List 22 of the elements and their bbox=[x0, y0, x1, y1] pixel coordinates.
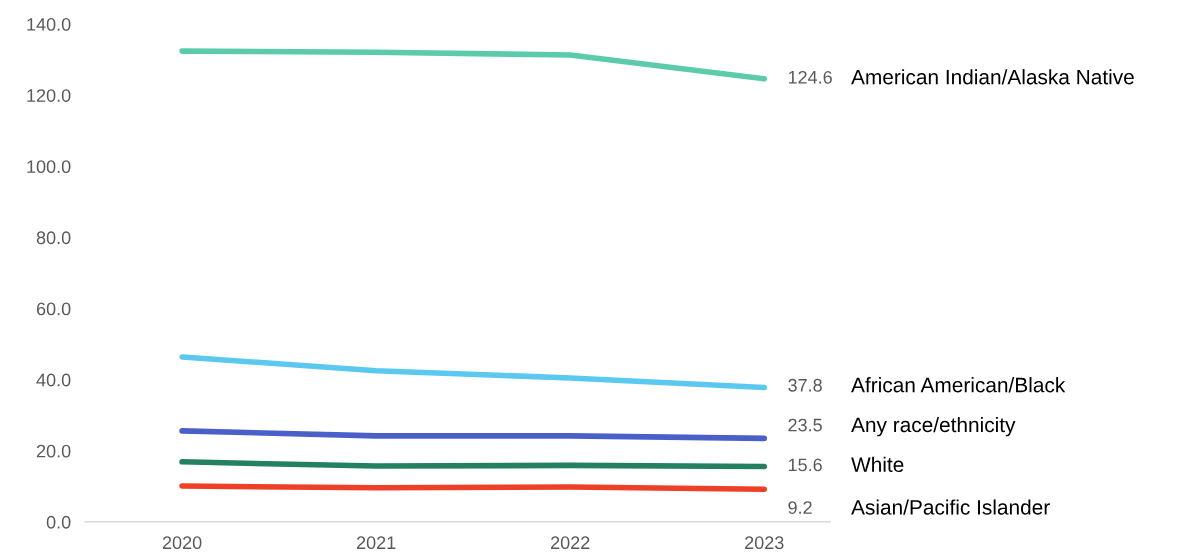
text: American Indian/Alaska Native bbox=[851, 69, 1134, 85]
text: African American/Black bbox=[851, 377, 1066, 393]
data-label: 15.6 bbox=[788, 458, 822, 472]
data-label: 124.6 bbox=[788, 70, 832, 84]
y-tick-label: 0.0 bbox=[46, 515, 71, 529]
text: Any race/ethnicity bbox=[851, 416, 1016, 437]
data-label: 37.8 bbox=[788, 378, 822, 392]
data-label: 23.5 bbox=[788, 418, 822, 432]
data-label: 9.2 bbox=[788, 501, 812, 514]
y-tick-label: 20.0 bbox=[36, 444, 71, 458]
text: Asian/Pacific Islander bbox=[851, 499, 1050, 515]
y-tick-label: 80.0 bbox=[36, 231, 71, 245]
y-tick-label: 140.0 bbox=[27, 18, 71, 31]
y-tick-label: 120.0 bbox=[27, 89, 71, 102]
x-tick-label: 2021 bbox=[356, 536, 396, 550]
x-tick-label: 2022 bbox=[551, 536, 590, 550]
x-tick-label: 2020 bbox=[162, 536, 202, 550]
text: White bbox=[851, 456, 904, 473]
x-tick-label: 2023 bbox=[745, 536, 784, 550]
y-tick-label: 100.0 bbox=[27, 160, 71, 174]
y-tick-label: 60.0 bbox=[36, 302, 71, 316]
y-tick-label: 40.0 bbox=[36, 373, 71, 387]
